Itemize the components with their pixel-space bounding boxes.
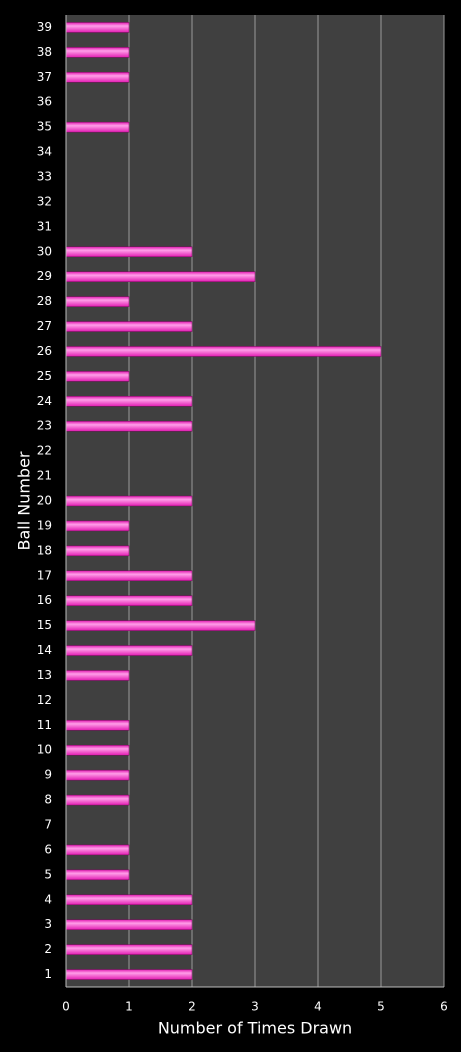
bar <box>65 720 130 731</box>
y-tick-label: 26 <box>37 344 52 358</box>
y-tick-label: 32 <box>37 194 52 208</box>
y-tick-label: 27 <box>37 319 52 333</box>
y-tick-label: 19 <box>37 518 52 532</box>
y-tick-label: 23 <box>37 419 52 433</box>
bar <box>65 620 256 631</box>
bar <box>65 296 130 307</box>
bar <box>65 769 130 781</box>
y-tick-label: 31 <box>37 219 52 233</box>
y-tick-label: 20 <box>37 494 52 508</box>
bar <box>65 321 193 332</box>
bar <box>65 670 130 681</box>
y-tick-label: 22 <box>37 444 52 458</box>
bar <box>65 420 193 432</box>
bar <box>65 595 193 606</box>
y-tick-label: 13 <box>37 668 52 682</box>
x-tick-label: 5 <box>377 1000 385 1014</box>
y-tick-label: 39 <box>37 20 52 34</box>
bar <box>65 744 130 756</box>
y-tick-label: 28 <box>37 294 52 308</box>
bar <box>65 969 193 980</box>
x-axis-title: Number of Times Drawn <box>158 1019 352 1038</box>
bar <box>65 121 130 133</box>
y-tick-label: 21 <box>37 469 52 483</box>
bar <box>65 47 130 58</box>
bar <box>65 894 193 906</box>
bar <box>65 246 193 258</box>
y-tick-label: 14 <box>37 643 52 657</box>
bar <box>65 520 130 532</box>
y-tick-label: 12 <box>37 693 52 707</box>
y-tick-label: 7 <box>44 818 52 832</box>
x-tick-label: 2 <box>188 1000 196 1014</box>
y-tick-label: 5 <box>44 867 52 881</box>
y-tick-label: 35 <box>37 120 52 134</box>
bar <box>65 869 130 881</box>
y-tick-label: 10 <box>37 743 52 757</box>
x-tick-label: 1 <box>125 1000 133 1014</box>
y-tick-label: 9 <box>44 768 52 782</box>
x-tick-label: 3 <box>251 1000 259 1014</box>
x-tick-label: 4 <box>314 1000 322 1014</box>
y-tick-label: 3 <box>44 917 52 931</box>
bar <box>65 371 130 382</box>
y-tick-label: 36 <box>37 95 52 109</box>
y-tick-label: 4 <box>44 892 52 906</box>
bar <box>65 271 256 282</box>
y-tick-label: 38 <box>37 45 52 59</box>
y-tick-label: 6 <box>44 842 52 856</box>
bar <box>65 396 193 407</box>
y-tick-label: 2 <box>44 942 52 956</box>
x-tick-label: 0 <box>62 1000 70 1014</box>
x-tick-label: 6 <box>440 1000 448 1014</box>
bar <box>65 346 382 357</box>
y-tick-label: 16 <box>37 593 52 607</box>
y-tick-label: 8 <box>44 793 52 807</box>
y-tick-label: 37 <box>37 70 52 84</box>
y-axis-title: Ball Number <box>15 451 34 550</box>
y-tick-label: 17 <box>37 568 52 582</box>
bar <box>65 794 130 806</box>
y-tick-label: 11 <box>37 718 52 732</box>
bar <box>65 645 193 656</box>
bar <box>65 844 130 856</box>
y-tick-label: 18 <box>37 543 52 557</box>
bar <box>65 570 193 582</box>
y-tick-label: 34 <box>37 145 52 159</box>
y-tick-label: 25 <box>37 369 52 383</box>
bar <box>65 944 193 955</box>
y-tick-label: 1 <box>44 967 52 981</box>
y-tick-label: 30 <box>37 244 52 258</box>
y-tick-label: 24 <box>37 394 52 408</box>
bar <box>65 545 130 557</box>
y-tick-label: 29 <box>37 269 52 283</box>
bar <box>65 72 130 83</box>
bar <box>65 495 193 507</box>
bar <box>65 22 130 33</box>
bar <box>65 919 193 930</box>
y-tick-label: 15 <box>37 618 52 632</box>
y-tick-label: 33 <box>37 170 52 184</box>
